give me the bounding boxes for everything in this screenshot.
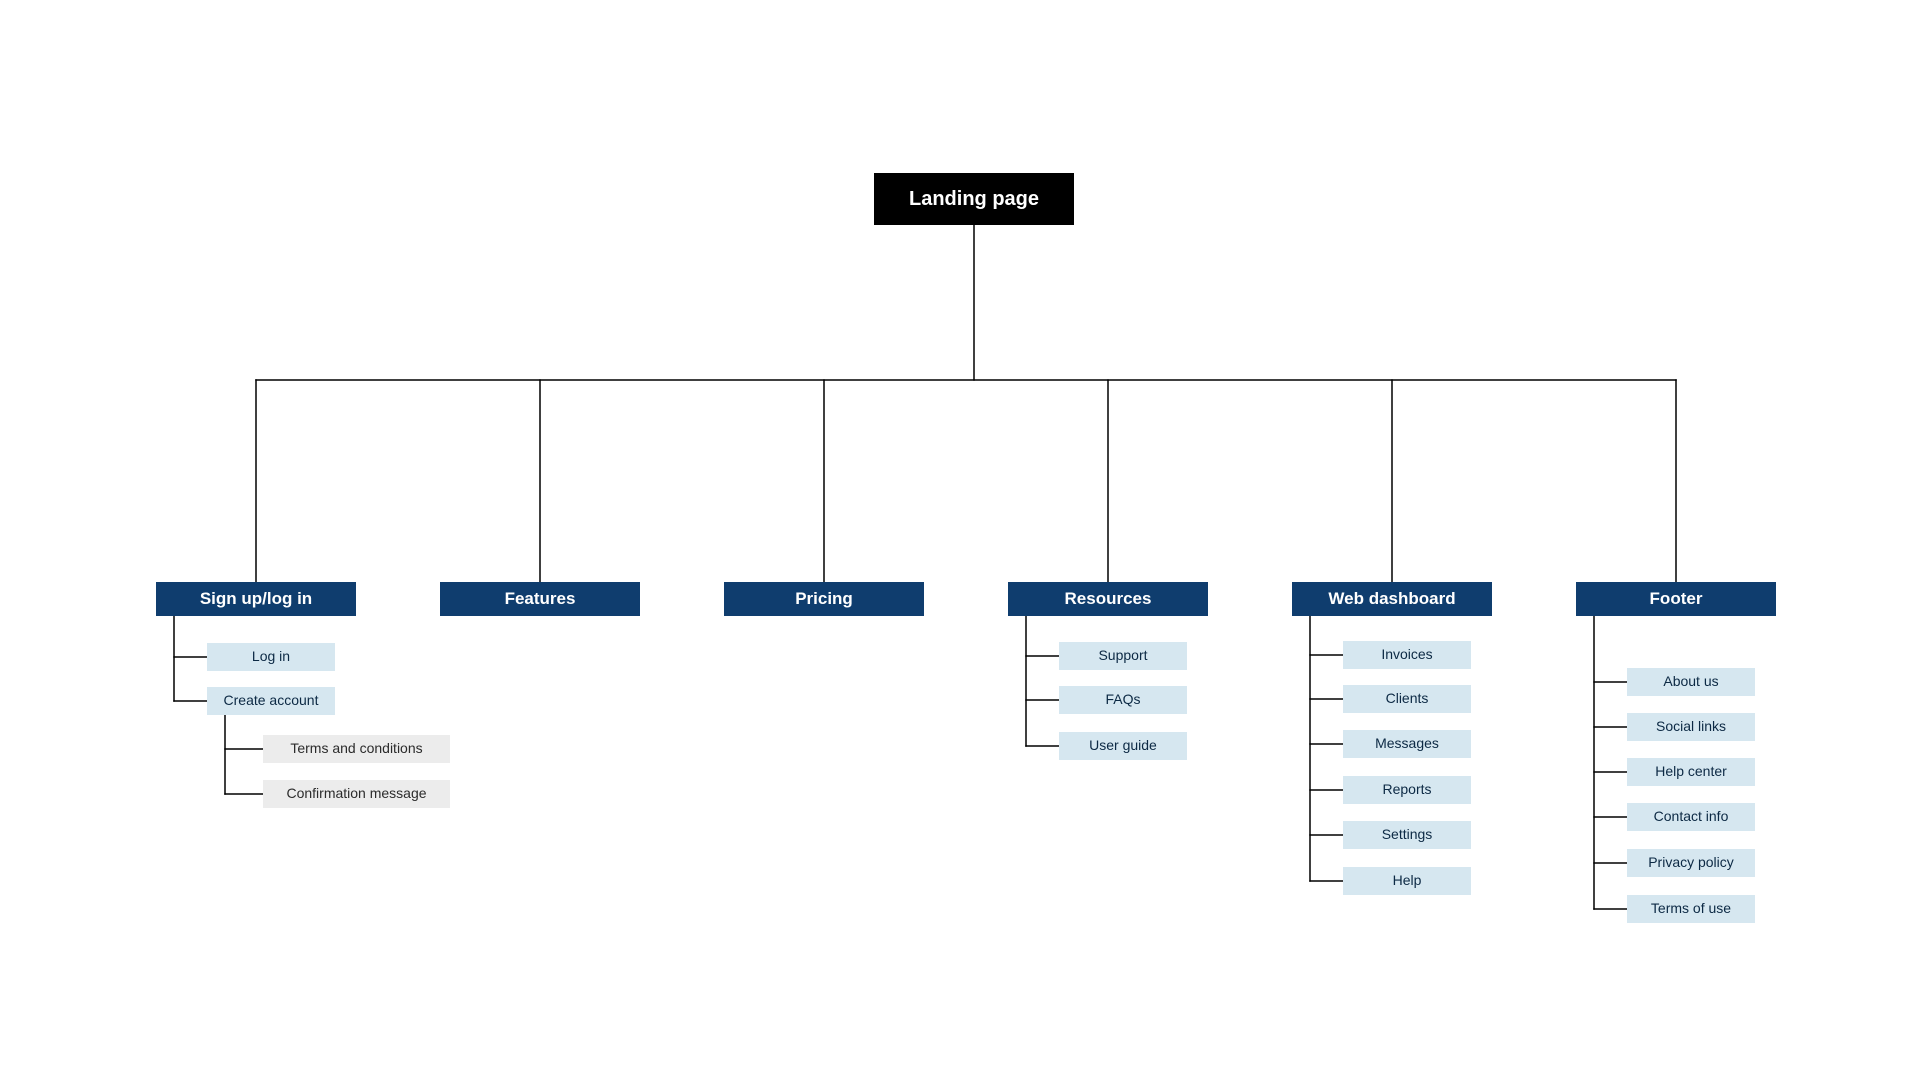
section-web-dashboard-child-messages-label: Messages [1375, 735, 1439, 753]
section-footer-child-privacy-policy-label: Privacy policy [1648, 854, 1734, 872]
section-resources-label: Resources [1065, 588, 1152, 609]
section-footer-child-social-links: Social links [1627, 713, 1755, 741]
section-signup-child-login: Log in [207, 643, 335, 671]
section-footer-child-social-links-label: Social links [1656, 718, 1726, 736]
section-signup-child-create-account: Create account [207, 687, 335, 715]
section-web-dashboard-child-messages: Messages [1343, 730, 1471, 758]
section-web-dashboard-child-invoices: Invoices [1343, 641, 1471, 669]
section-web-dashboard: Web dashboard [1292, 582, 1492, 616]
section-pricing: Pricing [724, 582, 924, 616]
section-web-dashboard-child-invoices-label: Invoices [1381, 646, 1432, 664]
section-web-dashboard-child-settings-label: Settings [1382, 826, 1433, 844]
section-resources-child-support: Support [1059, 642, 1187, 670]
section-signup: Sign up/log in [156, 582, 356, 616]
section-resources: Resources [1008, 582, 1208, 616]
section-web-dashboard-child-clients-label: Clients [1386, 690, 1429, 708]
root-node-label: Landing page [909, 187, 1039, 212]
section-resources-child-support-label: Support [1098, 647, 1147, 665]
section-web-dashboard-child-settings: Settings [1343, 821, 1471, 849]
section-footer-child-contact-info-label: Contact info [1654, 808, 1729, 826]
section-footer-child-terms-of-use-label: Terms of use [1651, 900, 1731, 918]
section-pricing-label: Pricing [795, 588, 853, 609]
section-web-dashboard-child-reports: Reports [1343, 776, 1471, 804]
section-footer-label: Footer [1650, 588, 1703, 609]
section-signup-child-create-account-label: Create account [224, 692, 319, 710]
section-signup-label: Sign up/log in [200, 588, 312, 609]
section-footer-child-privacy-policy: Privacy policy [1627, 849, 1755, 877]
section-signup-child-login-label: Log in [252, 648, 290, 666]
section-resources-child-user-guide: User guide [1059, 732, 1187, 760]
section-footer-child-about-us-label: About us [1663, 673, 1718, 691]
section-signup-child-create-account-child-confirmation: Confirmation message [263, 780, 450, 808]
section-features-label: Features [505, 588, 576, 609]
section-web-dashboard-child-clients: Clients [1343, 685, 1471, 713]
section-resources-child-user-guide-label: User guide [1089, 737, 1157, 755]
section-footer: Footer [1576, 582, 1776, 616]
section-web-dashboard-child-reports-label: Reports [1382, 781, 1431, 799]
section-signup-child-create-account-child-terms-label: Terms and conditions [290, 740, 422, 758]
section-footer-child-about-us: About us [1627, 668, 1755, 696]
section-features: Features [440, 582, 640, 616]
section-resources-child-faqs: FAQs [1059, 686, 1187, 714]
section-web-dashboard-child-help-label: Help [1393, 872, 1422, 890]
section-signup-child-create-account-child-terms: Terms and conditions [263, 735, 450, 763]
section-footer-child-help-center-label: Help center [1655, 763, 1727, 781]
section-footer-child-help-center: Help center [1627, 758, 1755, 786]
section-footer-child-contact-info: Contact info [1627, 803, 1755, 831]
section-signup-child-create-account-child-confirmation-label: Confirmation message [286, 785, 426, 803]
section-resources-child-faqs-label: FAQs [1105, 691, 1140, 709]
sitemap-diagram: Landing page Sign up/log in Log in Create a… [0, 0, 1920, 1080]
section-footer-child-terms-of-use: Terms of use [1627, 895, 1755, 923]
section-web-dashboard-child-help: Help [1343, 867, 1471, 895]
root-node: Landing page [874, 173, 1074, 225]
section-web-dashboard-label: Web dashboard [1328, 588, 1455, 609]
